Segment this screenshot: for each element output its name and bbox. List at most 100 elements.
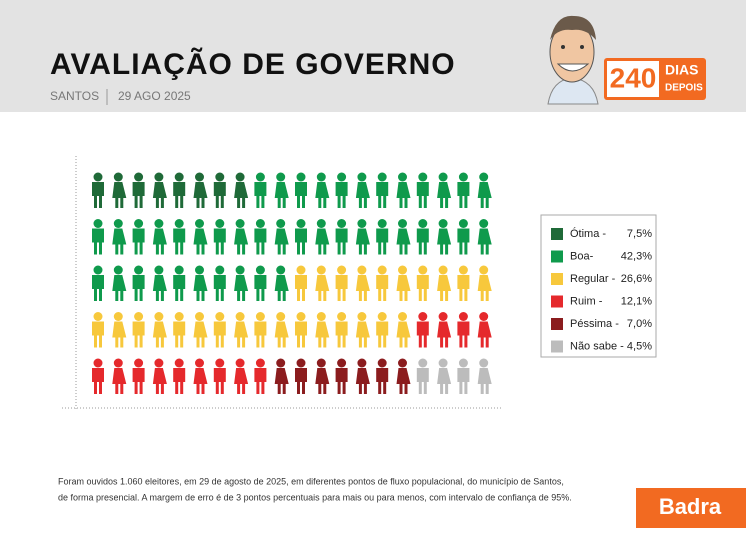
icon-body xyxy=(396,228,411,255)
person-icon xyxy=(396,265,411,301)
icon-body xyxy=(132,321,145,348)
person-icon xyxy=(234,312,249,348)
person-icon xyxy=(295,265,307,301)
icon-body xyxy=(295,321,307,348)
person-icon xyxy=(416,358,429,394)
icon-head xyxy=(337,219,347,228)
caricature xyxy=(547,15,599,105)
icon-head xyxy=(316,265,326,275)
icon-head xyxy=(438,312,448,321)
legend-label: Boa- xyxy=(570,250,594,262)
person-icon xyxy=(376,358,389,394)
icon-body xyxy=(315,228,330,255)
person-icon xyxy=(92,172,104,208)
legend-label: Não sabe - xyxy=(570,340,624,352)
icon-body xyxy=(477,228,492,255)
icon-body xyxy=(437,321,452,348)
icon-body xyxy=(92,368,104,394)
icon-head xyxy=(93,172,103,182)
icon-body xyxy=(173,368,186,394)
person-icon xyxy=(295,172,307,208)
icon-body xyxy=(376,321,389,348)
icon-body xyxy=(457,228,470,255)
icon-head xyxy=(235,265,245,275)
person-icon xyxy=(457,358,470,394)
icon-head xyxy=(255,219,265,228)
icon-body xyxy=(132,275,145,301)
person-icon xyxy=(152,219,167,255)
icon-body xyxy=(152,228,167,255)
icon-body xyxy=(92,182,104,208)
icon-body xyxy=(112,275,127,301)
person-icon xyxy=(112,358,127,394)
person-icon xyxy=(274,219,289,255)
icon-body xyxy=(355,182,370,208)
person-icon xyxy=(376,265,389,301)
icon-head xyxy=(438,219,448,228)
icon-body xyxy=(173,228,186,255)
person-icon xyxy=(254,312,267,348)
person-icon xyxy=(173,219,186,255)
icon-head xyxy=(438,358,448,368)
icon-head xyxy=(337,265,347,275)
icon-body xyxy=(132,182,145,208)
icon-head xyxy=(93,358,103,368)
icon-head xyxy=(337,312,347,321)
icon-head xyxy=(276,312,286,321)
icon-head xyxy=(479,312,489,321)
icon-head xyxy=(134,219,144,228)
person-icon xyxy=(112,312,127,348)
icon-body xyxy=(152,275,167,301)
icon-body xyxy=(315,321,330,348)
person-icon xyxy=(457,312,470,348)
person-icon xyxy=(234,172,249,208)
icon-head xyxy=(215,358,225,368)
icon-body xyxy=(234,368,249,394)
person-icon xyxy=(335,358,348,394)
icon-body xyxy=(416,275,429,301)
person-icon xyxy=(254,358,267,394)
icon-head xyxy=(134,312,144,321)
person-icon xyxy=(234,358,249,394)
icon-body xyxy=(213,368,226,394)
person-icon xyxy=(315,265,330,301)
icon-head xyxy=(134,265,144,275)
icon-head xyxy=(113,219,123,228)
icon-head xyxy=(418,265,428,275)
icon-head xyxy=(174,219,184,228)
person-icon xyxy=(295,312,307,348)
icon-body xyxy=(295,182,307,208)
icon-head xyxy=(154,172,164,182)
legend-label: Regular - xyxy=(570,273,616,285)
icon-body xyxy=(234,275,249,301)
person-icon xyxy=(477,265,492,301)
icon-head xyxy=(174,312,184,321)
icon-body xyxy=(254,321,267,348)
person-icon xyxy=(274,172,289,208)
footnote: de forma presencial. A margem de erro é … xyxy=(58,492,572,502)
legend-value: 4,5% xyxy=(627,340,652,352)
icon-body xyxy=(376,368,389,394)
icon-body xyxy=(112,368,127,394)
icon-head xyxy=(438,265,448,275)
person-icon xyxy=(173,312,186,348)
person-icon xyxy=(274,358,289,394)
person-icon xyxy=(457,219,470,255)
person-icon xyxy=(213,219,226,255)
person-icon xyxy=(132,265,145,301)
person-icon xyxy=(396,219,411,255)
icon-head xyxy=(195,172,204,182)
icon-body xyxy=(457,321,470,348)
icon-head xyxy=(255,265,265,275)
person-icon xyxy=(132,172,145,208)
icon-body xyxy=(416,182,429,208)
person-icon xyxy=(437,172,452,208)
person-icon xyxy=(437,265,452,301)
icon-body xyxy=(355,321,370,348)
person-icon xyxy=(213,172,226,208)
person-icon xyxy=(437,312,452,348)
icon-head xyxy=(458,265,468,275)
person-icon xyxy=(193,172,208,208)
icon-body xyxy=(254,182,267,208)
icon-body xyxy=(112,182,127,208)
